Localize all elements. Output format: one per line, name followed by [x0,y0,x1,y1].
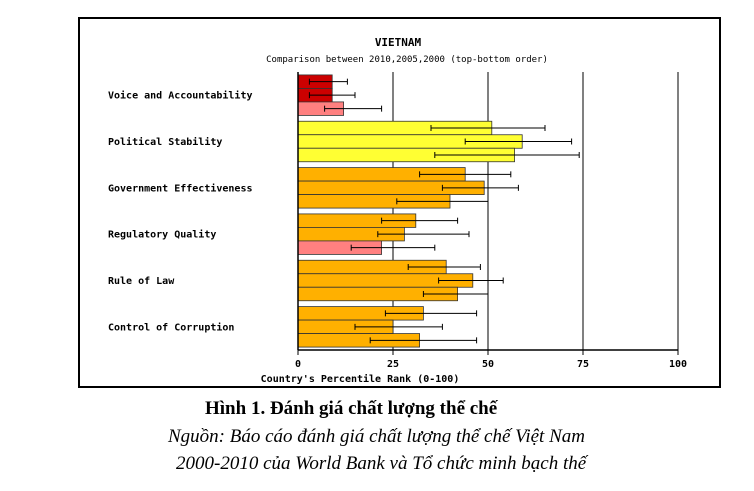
chart-subtitle: Comparison between 2010,2005,2000 (top-b… [266,55,548,65]
x-tick-label: 25 [387,359,399,370]
x-axis-label: Country's Percentile Rank (0-100) [261,373,460,385]
chart-svg: VIETNAM Comparison between 2010,2005,2000… [108,36,687,385]
x-tick-label: 0 [295,359,301,370]
x-tick-label: 50 [482,359,494,370]
chart-frame: VIETNAM Comparison between 2010,2005,2000… [78,17,721,388]
category-label: Political Stability [108,136,222,148]
figure-caption: Hình 1. Đánh giá chất lượng thể chế [205,398,498,419]
x-tick-label: 100 [669,359,687,370]
category-label: Government Effectiveness [108,182,253,194]
category-label: Control of Corruption [108,321,234,333]
category-label: Regulatory Quality [108,229,216,241]
source-line-2: 2000-2010 của World Bank và Tổ chức minh… [176,453,587,474]
category-label: Rule of Law [108,276,175,287]
category-label: Voice and Accountability [108,90,253,102]
chart-title: VIETNAM [375,36,422,49]
x-tick-label: 75 [577,359,589,370]
source-line-1: Nguồn: Báo cáo đánh giá chất lượng thể c… [168,426,585,447]
